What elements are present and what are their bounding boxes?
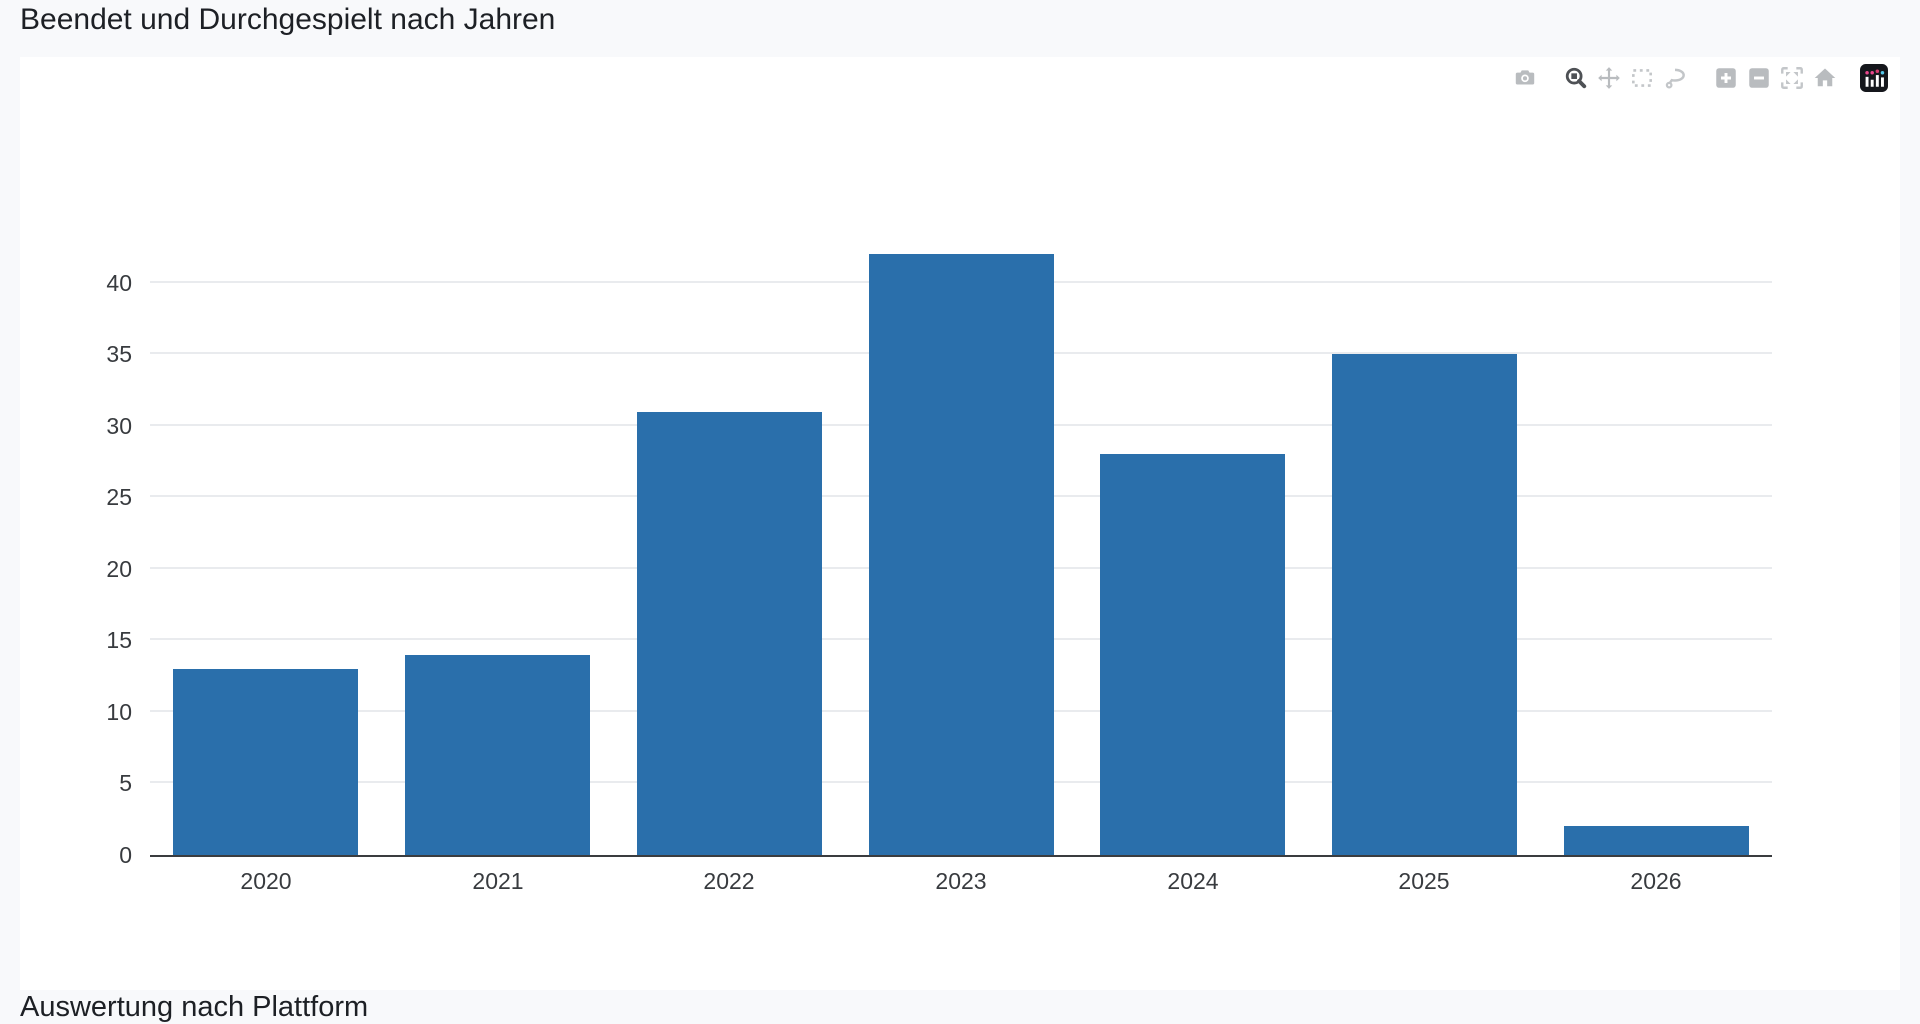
zoom-in-icon[interactable] — [1709, 63, 1742, 93]
y-tick-label: 40 — [106, 269, 132, 296]
bar-2020[interactable] — [173, 669, 358, 855]
lasso-select-icon[interactable] — [1658, 63, 1691, 93]
bar-2022[interactable] — [637, 412, 822, 855]
y-tick-label: 0 — [119, 842, 132, 868]
plotly-logo-icon[interactable] — [1857, 63, 1890, 93]
chart-card: 0 5 10 15 20 25 30 35 40 2020 2021 2022 2023 2024 2025… — [20, 57, 1900, 990]
bar-2023[interactable] — [869, 254, 1054, 855]
y-tick-label: 25 — [106, 484, 132, 511]
y-tick-label: 10 — [106, 698, 132, 725]
modebar-drag-group — [1559, 63, 1691, 93]
modebar-zoom-group — [1709, 63, 1841, 93]
camera-icon[interactable] — [1508, 63, 1541, 93]
x-tick-label: 2021 — [472, 868, 524, 894]
next-section-heading-truncated: Auswertung nach Plattform — [20, 991, 369, 1023]
y-tick-label: 20 — [106, 555, 132, 582]
plot-drag-area[interactable]: 0 5 10 15 20 25 30 35 40 2020 2021 2022 2023 2024 2025… — [106, 217, 1772, 894]
x-tick-label: 2026 — [1630, 868, 1682, 894]
bar-2021[interactable] — [405, 655, 590, 855]
y-tick-label: 35 — [106, 341, 132, 368]
x-tick-label: 2023 — [935, 868, 987, 894]
reset-home-icon[interactable] — [1808, 63, 1841, 93]
y-tick-label: 5 — [119, 770, 132, 797]
x-tick-label: 2025 — [1398, 868, 1450, 894]
zoom-icon[interactable] — [1559, 63, 1592, 93]
x-tick-label: 2022 — [703, 868, 755, 894]
zoom-out-icon[interactable] — [1742, 63, 1775, 93]
x-tick-label: 2024 — [1167, 868, 1219, 894]
plotly-modebar — [1508, 63, 1890, 93]
x-axis-line — [150, 855, 1772, 857]
y-tick-label: 15 — [106, 627, 132, 654]
bar-2024[interactable] — [1100, 454, 1285, 855]
y-tick-label: 30 — [106, 412, 132, 439]
bar-2025[interactable] — [1332, 354, 1517, 855]
box-select-icon[interactable] — [1625, 63, 1658, 93]
page-title: Beendet und Durchgespielt nach Jahren — [20, 3, 556, 36]
bar-2026[interactable] — [1564, 826, 1749, 855]
autoscale-icon[interactable] — [1775, 63, 1808, 93]
x-tick-label: 2020 — [240, 868, 292, 894]
pan-icon[interactable] — [1592, 63, 1625, 93]
